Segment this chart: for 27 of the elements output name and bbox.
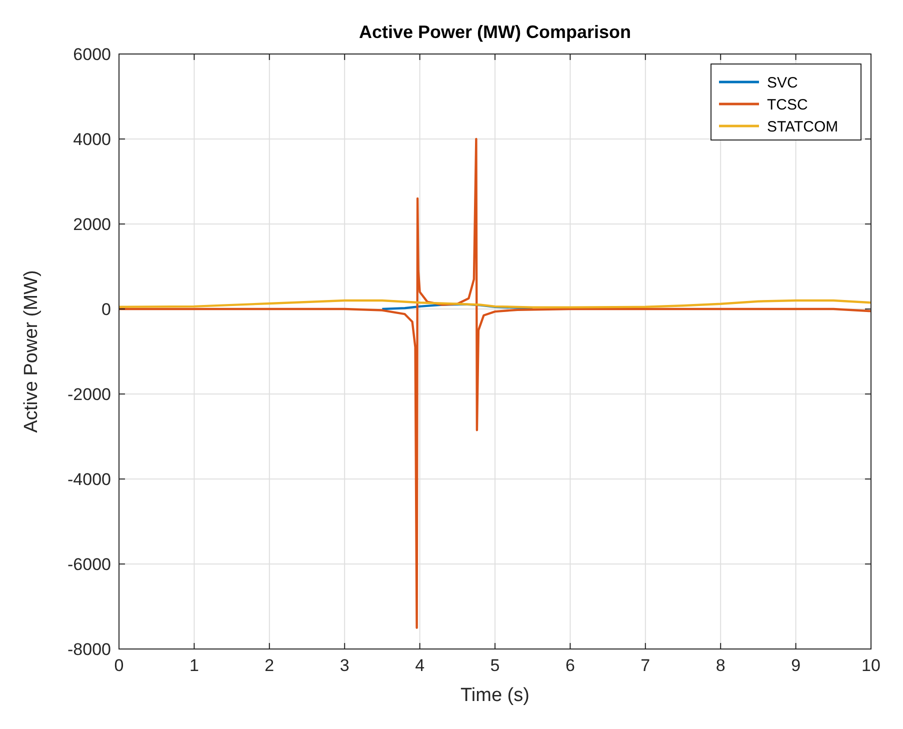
x-tick-label: 6	[565, 656, 575, 675]
x-tick-label: 10	[862, 656, 880, 675]
y-tick-label: -6000	[68, 554, 111, 574]
x-tick-label: 3	[340, 656, 350, 675]
x-tick-label: 0	[114, 656, 124, 675]
y-tick-label: -8000	[68, 640, 111, 659]
x-tick-label: 8	[716, 656, 726, 675]
x-tick-label: 7	[640, 656, 650, 675]
line-series	[118, 299, 872, 308]
chart-title: Active Power (MW) Comparison	[358, 22, 632, 42]
y-tick-label: -4000	[68, 470, 111, 489]
y-tick-label: 0	[102, 300, 111, 319]
x-tick-label: 5	[490, 656, 500, 675]
x-tick-label: 4	[415, 656, 425, 675]
legend-label: STATCOM	[767, 118, 838, 136]
legend-label: TCSC	[767, 96, 808, 114]
legend-label: SVC	[767, 74, 798, 92]
x-tick-label: 9	[791, 656, 801, 675]
x-tick-label: 1	[189, 656, 199, 675]
y-tick-label: 6000	[73, 44, 111, 64]
x-tick-label: 2	[264, 656, 274, 675]
y-tick-label: 4000	[73, 130, 111, 149]
y-axis-title: Active Power (MW)	[21, 270, 42, 433]
x-axis-title: Time (s)	[460, 685, 530, 706]
y-tick-label: 2000	[73, 214, 111, 234]
y-tick-label: -2000	[68, 384, 111, 404]
line-series	[118, 138, 872, 629]
